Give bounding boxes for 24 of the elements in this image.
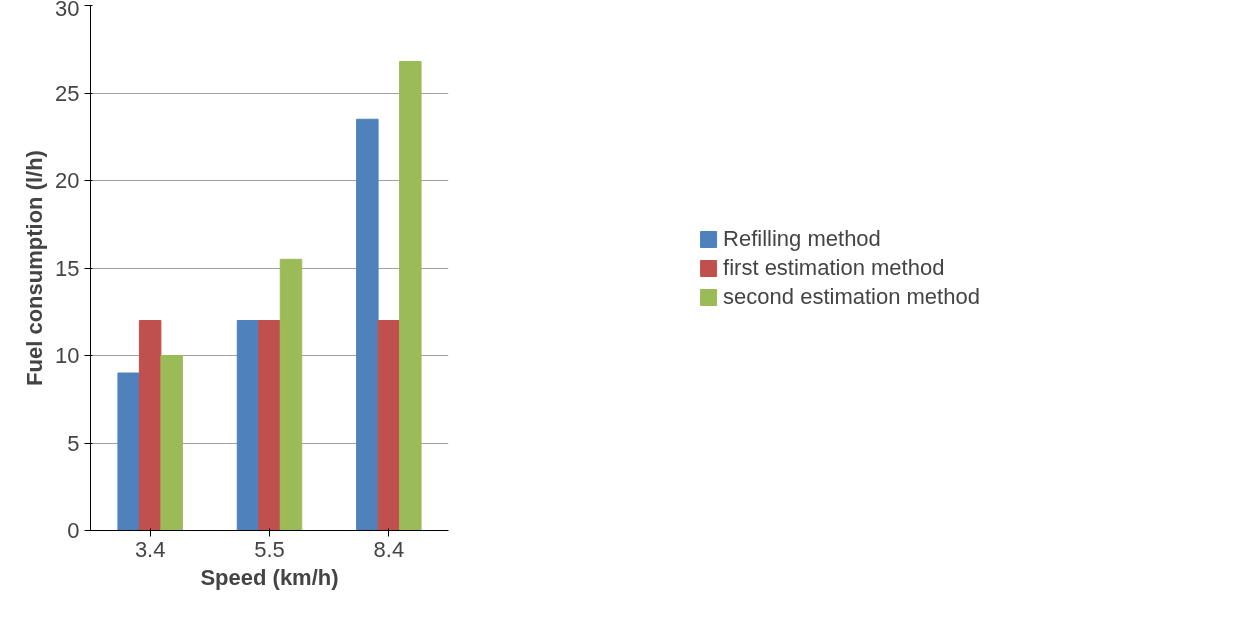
y-tick-label: 0 bbox=[67, 518, 80, 543]
bar bbox=[117, 372, 140, 531]
bar bbox=[356, 118, 379, 531]
x-tick-label: 3.4 bbox=[134, 536, 166, 562]
bar bbox=[258, 320, 281, 531]
bar bbox=[399, 61, 422, 531]
y-tick-label: 20 bbox=[55, 168, 80, 193]
x-tick-label: 5.5 bbox=[254, 536, 285, 562]
bar bbox=[236, 320, 260, 531]
y-tick-label: 25 bbox=[55, 80, 80, 106]
bar bbox=[279, 258, 303, 531]
bar bbox=[377, 320, 401, 531]
y-tick-label: 30 bbox=[55, 0, 80, 21]
bar bbox=[160, 355, 183, 531]
bar bbox=[138, 320, 162, 531]
legend-label: second estimation method bbox=[723, 283, 980, 310]
y-tick-label: 15 bbox=[55, 255, 80, 281]
y-tick-label: 10 bbox=[55, 343, 80, 368]
x-tick-label: 8.4 bbox=[373, 536, 405, 562]
legend-label: Refilling method bbox=[723, 225, 881, 252]
y-tick-label: 5 bbox=[67, 430, 80, 456]
legend-label: first estimation method bbox=[723, 254, 945, 281]
y-axis-title: Fuel consumption (l/h) bbox=[22, 150, 48, 386]
x-axis-title: Speed (km/h) bbox=[200, 564, 339, 590]
